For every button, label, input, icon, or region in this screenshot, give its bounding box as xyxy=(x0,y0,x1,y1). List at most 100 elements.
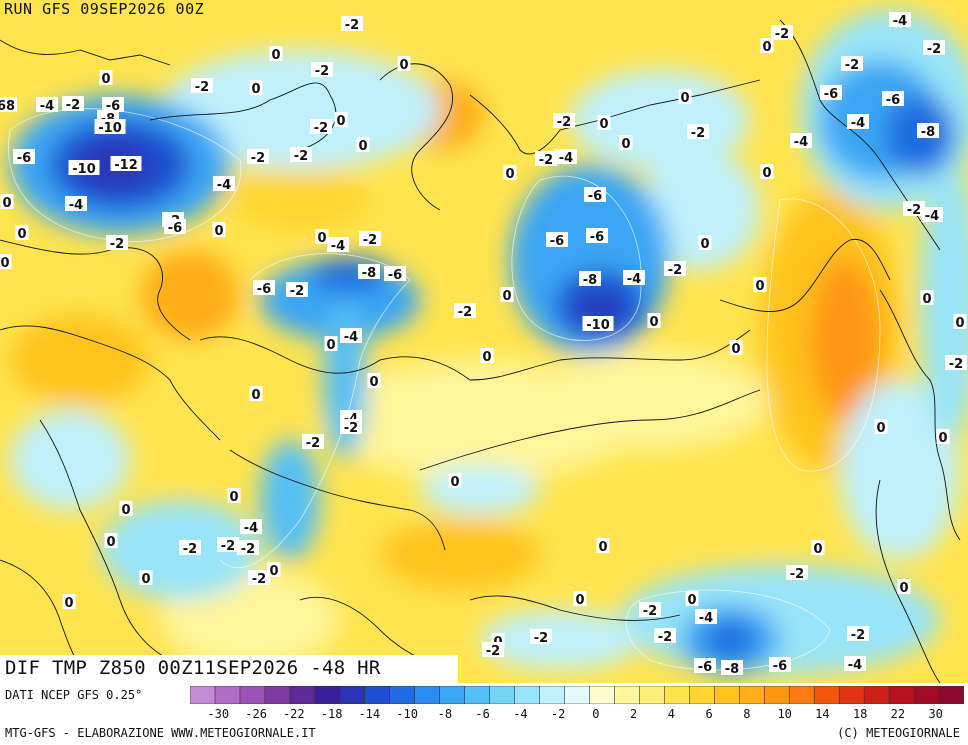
svg-text:-2: -2 xyxy=(539,153,553,168)
legend-tick-label: -6 xyxy=(475,707,490,721)
field-title: DIF TMP Z850 00Z11SEP2026 -48 HR xyxy=(5,657,381,679)
isoline-label: -6 xyxy=(586,228,608,245)
isoline-label: -6 xyxy=(694,658,716,675)
svg-text:-6: -6 xyxy=(698,660,712,675)
svg-text:-10: -10 xyxy=(72,162,96,177)
legend-tick-label: -2 xyxy=(550,707,566,721)
isoline-label: -6 xyxy=(384,266,406,283)
svg-text:-2: -2 xyxy=(534,631,548,646)
isoline-label: 0 xyxy=(897,579,911,596)
isoline-label: -2 xyxy=(248,570,270,587)
legend-tick-label: -22 xyxy=(282,707,305,721)
temperature-anomaly-map: -2-4-20-20-20-20-20-6-6068-4-2-6-8-10-20… xyxy=(0,0,968,683)
svg-text:-2: -2 xyxy=(344,421,358,436)
svg-text:0: 0 xyxy=(502,289,511,304)
svg-text:0: 0 xyxy=(649,315,658,330)
isoline-label: 0 xyxy=(0,194,14,211)
svg-text:-2: -2 xyxy=(851,628,865,643)
isoline-label: 0 xyxy=(811,540,825,557)
svg-text:0: 0 xyxy=(101,72,110,87)
isoline-label: 0 xyxy=(367,373,381,390)
isoline-label: -2 xyxy=(654,628,676,645)
svg-text:0: 0 xyxy=(575,593,584,608)
legend-swatch xyxy=(888,686,915,704)
isoline-label: -2 xyxy=(191,78,213,95)
legend-swatch xyxy=(414,686,441,704)
svg-text:0: 0 xyxy=(755,279,764,294)
isoline-label: -8 xyxy=(917,123,939,140)
svg-text:-2: -2 xyxy=(290,284,304,299)
legend-tick-label: -8 xyxy=(437,707,453,721)
isoline-label: -2 xyxy=(340,419,362,436)
svg-text:-2: -2 xyxy=(658,630,672,645)
legend-swatch xyxy=(539,686,566,704)
isoline-label: -2 xyxy=(786,565,808,582)
isoline-label: -6 xyxy=(820,85,842,102)
svg-text:0: 0 xyxy=(938,431,947,446)
svg-text:-8: -8 xyxy=(362,266,376,281)
isoline-label: -2 xyxy=(482,642,504,659)
svg-text:0: 0 xyxy=(505,167,514,182)
isoline-label: -4 xyxy=(240,519,262,536)
isoline-label: -4 xyxy=(555,149,577,166)
svg-text:-2: -2 xyxy=(315,64,329,79)
legend-tick-label: 2 xyxy=(629,707,638,721)
legend-swatch xyxy=(239,686,266,704)
svg-text:0: 0 xyxy=(271,48,280,63)
isoline-label: 0 xyxy=(267,562,281,579)
legend-swatch xyxy=(938,686,964,704)
legend-tick-label: 4 xyxy=(667,707,676,721)
svg-text:-4: -4 xyxy=(69,198,83,213)
svg-text:-2: -2 xyxy=(557,115,571,130)
legend-swatch xyxy=(439,686,466,704)
legend-tick-label: -4 xyxy=(513,707,528,721)
svg-text:-4: -4 xyxy=(925,209,939,224)
svg-text:0: 0 xyxy=(214,224,223,239)
legend-swatch xyxy=(689,686,716,704)
svg-text:0: 0 xyxy=(64,596,73,611)
isoline-label: -2 xyxy=(945,355,967,372)
legend-tick-label: -18 xyxy=(320,707,343,721)
legend-tick-label: 22 xyxy=(890,707,906,721)
isoline-label: -4 xyxy=(921,207,943,224)
svg-text:0: 0 xyxy=(358,139,367,154)
isoline-label: 0 xyxy=(99,70,113,87)
svg-text:-4: -4 xyxy=(848,658,862,673)
isoline-label: 0 xyxy=(227,488,241,505)
svg-text:-6: -6 xyxy=(773,659,787,674)
isoline-label: -4 xyxy=(695,609,717,626)
isoline-label: 0 xyxy=(104,533,118,550)
svg-text:-8: -8 xyxy=(583,273,597,288)
isoline-label: -2 xyxy=(290,147,312,164)
isoline-label: 0 xyxy=(480,348,494,365)
isoline-label: -6 xyxy=(546,232,568,249)
legend-swatch xyxy=(214,686,241,704)
isoline-label: 0 xyxy=(397,56,411,73)
isoline-label: -2 xyxy=(62,96,84,113)
isoline-label: -2 xyxy=(530,629,552,646)
svg-text:-4: -4 xyxy=(851,116,865,131)
isoline-label: -4 xyxy=(889,12,911,29)
isoline-label: 0 xyxy=(760,164,774,181)
svg-text:0: 0 xyxy=(813,542,822,557)
isoline-label: 0 xyxy=(139,570,153,587)
isoline-label: 0 xyxy=(119,501,133,518)
isoline-label: -10 xyxy=(582,316,614,333)
isoline-label: 0 xyxy=(448,473,462,490)
svg-text:0: 0 xyxy=(731,342,740,357)
svg-text:-10: -10 xyxy=(586,318,610,333)
isoline-label: -10 xyxy=(68,160,100,177)
isoline-label: 0 xyxy=(685,591,699,608)
isoline-label: -2 xyxy=(923,40,945,57)
isoline-label: 0 xyxy=(249,386,263,403)
svg-text:-2: -2 xyxy=(668,263,682,278)
isoline-label: 0 xyxy=(500,287,514,304)
isoline-label: 0 xyxy=(953,314,967,331)
isoline-label: -2 xyxy=(302,434,324,451)
svg-text:-4: -4 xyxy=(217,178,231,193)
svg-text:-6: -6 xyxy=(388,268,402,283)
coastlines-borders xyxy=(0,19,961,683)
isoline-label: -2 xyxy=(687,124,709,141)
legend-swatch xyxy=(364,686,391,704)
svg-text:-2: -2 xyxy=(691,126,705,141)
